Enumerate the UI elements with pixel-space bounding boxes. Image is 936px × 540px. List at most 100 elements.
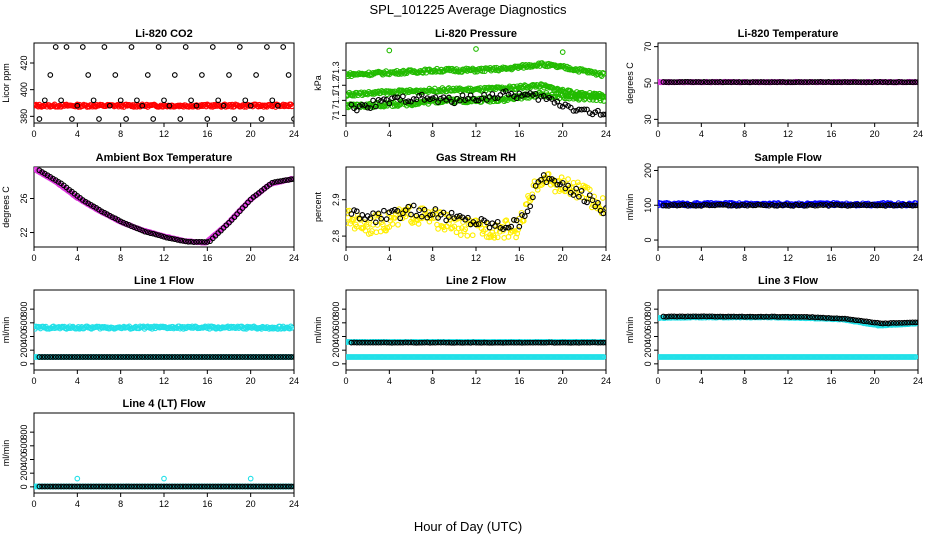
data-point-black bbox=[372, 103, 379, 110]
data-point-black bbox=[844, 79, 851, 85]
data-point-black bbox=[701, 202, 707, 208]
x-tick-label: 20 bbox=[870, 253, 880, 263]
data-point-black bbox=[405, 98, 412, 105]
data-point-black bbox=[530, 194, 536, 201]
data-point-black bbox=[215, 354, 222, 360]
x-tick-label: 4 bbox=[699, 129, 704, 139]
y-tick-label: 0 bbox=[331, 361, 341, 366]
data-point-black bbox=[806, 201, 813, 208]
data-point-green bbox=[473, 46, 479, 52]
data-point-black bbox=[774, 79, 781, 86]
x-tick-label: 12 bbox=[783, 376, 793, 386]
y-tick-label: 200 bbox=[19, 343, 29, 358]
data-point-black bbox=[860, 318, 867, 325]
data-point-black bbox=[39, 483, 45, 490]
y-tick-label: 600 bbox=[19, 315, 29, 330]
data-point-black bbox=[852, 79, 859, 85]
x-tick-label: 16 bbox=[202, 499, 212, 509]
data-point-black bbox=[193, 102, 200, 109]
data-point-black bbox=[771, 313, 778, 320]
data-point-black bbox=[446, 94, 452, 101]
data-point-black bbox=[901, 79, 908, 86]
data-point-black bbox=[239, 483, 246, 490]
series-group-5 bbox=[658, 199, 918, 209]
data-point-yellow bbox=[435, 226, 441, 232]
data-point-black bbox=[879, 202, 886, 209]
data-point-black bbox=[166, 354, 173, 360]
data-point-black bbox=[190, 483, 197, 490]
data-point-black bbox=[548, 96, 555, 102]
data-point-black bbox=[356, 103, 363, 109]
data-point-black bbox=[817, 79, 824, 85]
data-point-black bbox=[701, 313, 707, 320]
data-point-black bbox=[850, 316, 856, 323]
data-point-black bbox=[258, 354, 265, 360]
data-point-black bbox=[255, 483, 262, 490]
data-point-black bbox=[519, 93, 525, 99]
data-point-black bbox=[117, 354, 124, 360]
x-tick-label: 8 bbox=[430, 376, 435, 386]
x-tick-label: 0 bbox=[343, 253, 348, 263]
data-point-black bbox=[231, 116, 238, 122]
data-point-black bbox=[106, 483, 113, 490]
data-point-yellow bbox=[599, 195, 606, 201]
data-point-black bbox=[790, 203, 797, 209]
y-axis-label-7: ml/min bbox=[313, 317, 323, 344]
data-point-black bbox=[120, 219, 127, 226]
data-point-black bbox=[446, 339, 452, 346]
data-point-black bbox=[698, 313, 705, 320]
data-point-black bbox=[269, 179, 276, 186]
data-point-black bbox=[58, 97, 64, 104]
data-point-black bbox=[741, 79, 748, 86]
data-point-cyan bbox=[912, 354, 918, 360]
data-point-black bbox=[405, 339, 412, 346]
data-point-black bbox=[874, 202, 881, 209]
data-point-black bbox=[201, 239, 208, 245]
data-point-black bbox=[120, 483, 127, 490]
data-point-black bbox=[674, 79, 680, 86]
data-point-black bbox=[812, 314, 818, 321]
data-point-black bbox=[364, 104, 371, 111]
data-point-black bbox=[351, 207, 357, 213]
data-point-black bbox=[904, 319, 911, 326]
data-point-black bbox=[255, 354, 262, 360]
data-point-black bbox=[703, 79, 710, 86]
data-point-black bbox=[836, 79, 843, 86]
data-point-black bbox=[351, 339, 357, 346]
data-point-black bbox=[768, 79, 775, 85]
data-point-black bbox=[400, 339, 406, 346]
data-point-black bbox=[375, 339, 382, 346]
data-point-black bbox=[383, 339, 390, 346]
data-point-black bbox=[793, 314, 799, 320]
data-point-black bbox=[730, 79, 737, 85]
data-point-black bbox=[540, 93, 547, 99]
data-point-black bbox=[671, 79, 678, 85]
data-point-black bbox=[882, 79, 889, 85]
data-point-black bbox=[283, 354, 289, 360]
x-tick-label: 20 bbox=[246, 129, 256, 139]
data-point-black bbox=[814, 202, 821, 209]
data-point-black bbox=[473, 97, 479, 104]
data-point-black bbox=[247, 483, 254, 490]
data-point-black bbox=[795, 314, 802, 320]
data-point-black bbox=[492, 339, 498, 346]
data-point-black bbox=[747, 79, 753, 86]
data-point-black bbox=[85, 354, 92, 360]
data-point-black bbox=[798, 313, 805, 320]
data-point-black bbox=[505, 91, 512, 98]
data-point-black bbox=[253, 483, 259, 490]
data-point-black bbox=[277, 354, 284, 360]
data-point-black bbox=[513, 217, 520, 224]
data-point-black bbox=[378, 339, 385, 346]
data-point-black bbox=[548, 339, 555, 346]
data-point-black bbox=[595, 199, 601, 206]
data-point-black bbox=[760, 202, 767, 209]
data-point-black bbox=[155, 232, 162, 239]
data-point-black bbox=[448, 209, 455, 216]
x-tick-label: 8 bbox=[430, 253, 435, 263]
data-point-black bbox=[698, 203, 705, 209]
y-tick-label: 50 bbox=[643, 78, 653, 88]
data-point-black bbox=[264, 354, 270, 360]
